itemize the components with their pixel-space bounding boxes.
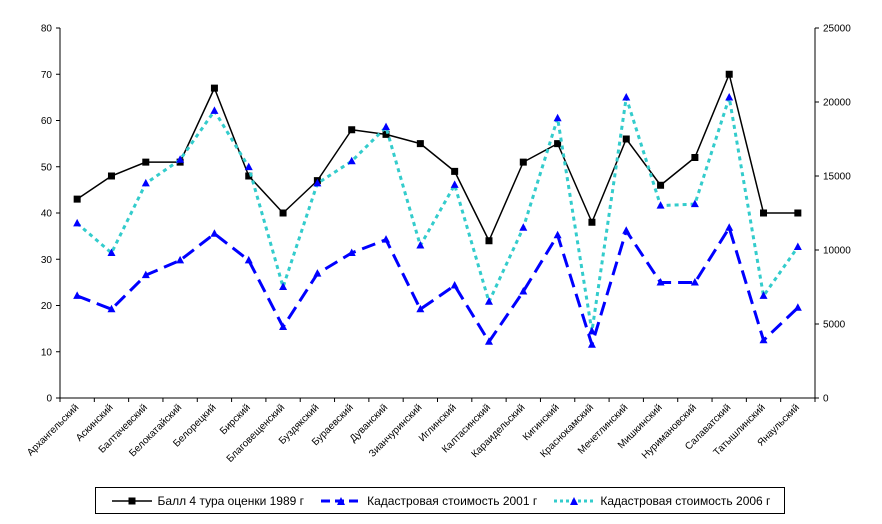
y-right-tick-label: 25000 (823, 24, 851, 35)
data-point-0 (451, 167, 459, 175)
data-point-0 (416, 140, 424, 148)
data-point-1 (347, 248, 356, 256)
y-left-tick-label: 20 (41, 301, 53, 312)
y-left-tick-label: 50 (41, 162, 53, 173)
data-point-2 (176, 155, 185, 163)
x-tick-label: Благовещенский (225, 402, 287, 464)
legend-label-2006: Кадастровая стоимость 2006 г (600, 493, 771, 508)
series-line-0 (76, 73, 798, 242)
data-point-2 (553, 113, 562, 122)
legend-label-2001: Кадастровая стоимость 2001 г (367, 493, 538, 508)
data-point-2 (759, 291, 768, 299)
data-point-0 (142, 158, 150, 166)
data-point-1 (793, 303, 802, 311)
legend-item-1989: Балл 4 тура оценки 1989 г (110, 494, 304, 508)
data-point-2 (313, 178, 322, 187)
data-point-1 (416, 304, 425, 313)
y-left-tick-label: 0 (46, 394, 52, 405)
data-point-0 (657, 181, 665, 189)
data-point-2 (347, 156, 356, 165)
legend-swatch-2001 (321, 496, 362, 505)
y-right-tick-label: 0 (823, 394, 829, 405)
data-point-1 (73, 291, 82, 299)
data-point-0 (348, 126, 356, 134)
data-point-1 (450, 281, 459, 289)
y-right-tick-label: 10000 (823, 246, 851, 257)
legend: Балл 4 тура оценки 1989 г Кадастровая ст… (95, 487, 785, 514)
series-line-1 (76, 226, 799, 347)
legend-item-2001: Кадастровая стоимость 2001 г (319, 494, 537, 508)
data-point-2 (622, 93, 631, 101)
data-point-0 (725, 70, 733, 78)
data-point-2 (725, 93, 734, 101)
legend-item-2006: Кадастровая стоимость 2006 г (552, 494, 770, 508)
legend-label-1989: Балл 4 тура оценки 1989 г (157, 493, 305, 508)
data-point-2 (416, 241, 425, 249)
plot-area (73, 70, 802, 348)
y-left-tick-label: 60 (41, 116, 53, 127)
tick-labels: 0 10 20 30 40 50 60 70 80 0 5000 10000 15000 20000 250… (25, 24, 851, 465)
series-line-2 (76, 96, 800, 333)
data-point-0 (519, 158, 527, 166)
data-point-2 (382, 122, 391, 131)
data-point-0 (760, 209, 768, 217)
data-point-1 (176, 255, 185, 264)
data-point-0 (210, 84, 218, 92)
y-left-tick-label: 10 (41, 347, 53, 358)
y-left-tick-label: 40 (41, 209, 53, 220)
data-point-1 (759, 335, 768, 344)
data-point-2 (587, 326, 596, 335)
data-point-0 (485, 237, 493, 245)
data-point-0 (107, 172, 115, 180)
data-point-1 (690, 278, 699, 286)
data-point-1 (313, 269, 322, 277)
y-right-tick-label: 15000 (823, 172, 851, 183)
data-point-2 (690, 199, 699, 208)
data-point-0 (554, 140, 562, 148)
y-right-tick-label: 5000 (823, 320, 846, 331)
data-point-1 (553, 230, 562, 239)
data-point-2 (107, 248, 116, 256)
data-point-1 (244, 255, 253, 264)
data-point-1 (279, 322, 288, 330)
y-right-tick-label: 20000 (823, 98, 851, 109)
data-point-0 (794, 209, 802, 217)
data-point-0 (245, 172, 253, 180)
x-tick-label: Бирский (218, 402, 253, 437)
data-point-1 (210, 229, 219, 237)
data-point-0 (382, 130, 390, 138)
data-point-2 (450, 180, 459, 188)
data-point-0 (73, 195, 81, 203)
data-point-2 (244, 162, 253, 171)
data-point-1 (622, 226, 631, 234)
x-tick-label: Архангельский (25, 402, 81, 458)
data-point-0 (691, 154, 699, 161)
data-point-2 (141, 178, 150, 187)
legend-swatch-2006 (554, 496, 595, 505)
data-point-2 (484, 297, 493, 305)
data-point-1 (656, 278, 665, 286)
data-point-2 (656, 201, 665, 209)
data-point-1 (484, 337, 493, 345)
data-point-1 (587, 340, 596, 348)
data-point-2 (519, 223, 528, 231)
data-point-0 (622, 135, 630, 143)
axes (56, 27, 819, 402)
y-left-tick-label: 30 (41, 255, 53, 266)
data-point-0 (588, 218, 596, 226)
data-point-1 (141, 270, 150, 279)
y-left-tick-label: 70 (41, 70, 53, 81)
data-point-2 (793, 242, 802, 251)
legend-swatch-1989 (111, 497, 152, 504)
line-chart: 0 10 20 30 40 50 60 70 80 0 5000 10000 15000 20000 250… (25, 24, 851, 465)
data-point-0 (279, 209, 287, 217)
data-point-1 (107, 304, 116, 313)
data-point-2 (279, 282, 288, 290)
data-point-2 (73, 218, 82, 227)
data-point-1 (519, 286, 528, 295)
data-point-1 (725, 223, 734, 231)
y-left-tick-label: 80 (41, 24, 53, 35)
data-point-1 (382, 235, 391, 243)
data-point-2 (210, 106, 219, 114)
